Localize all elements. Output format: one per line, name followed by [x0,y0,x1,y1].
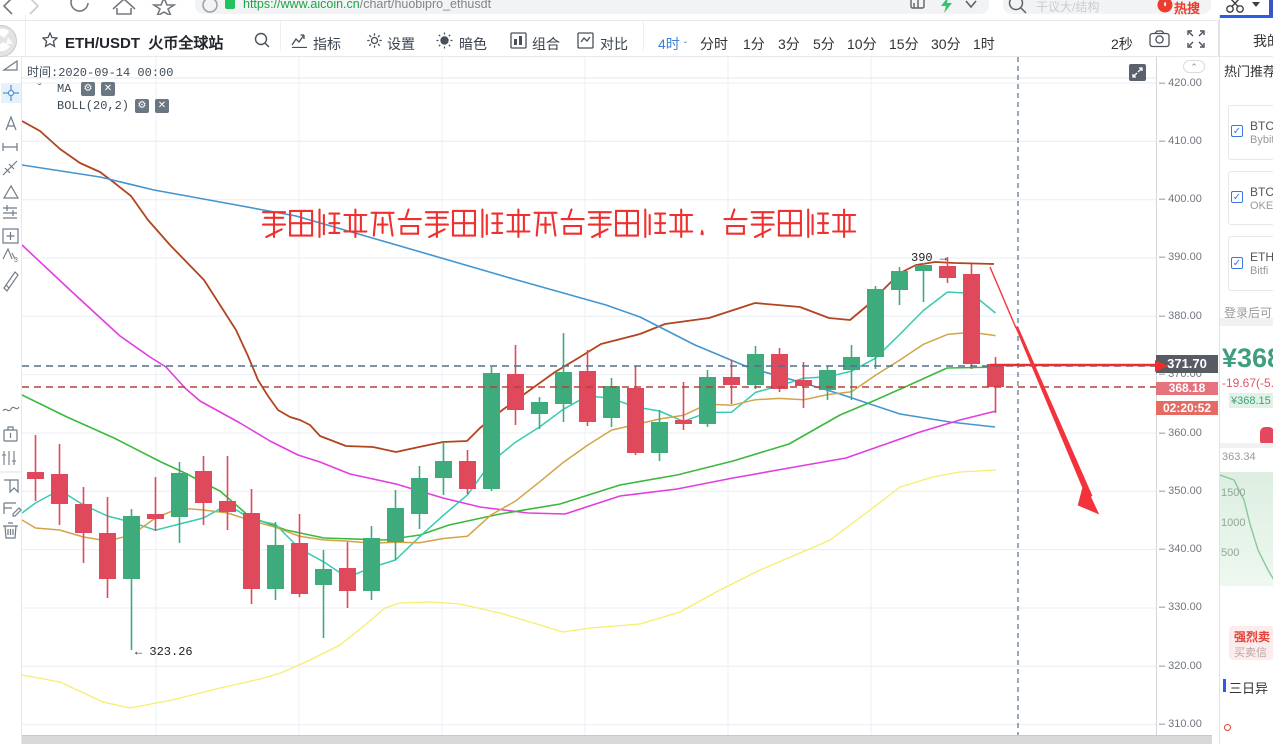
svg-text:3: 3 [14,257,18,264]
